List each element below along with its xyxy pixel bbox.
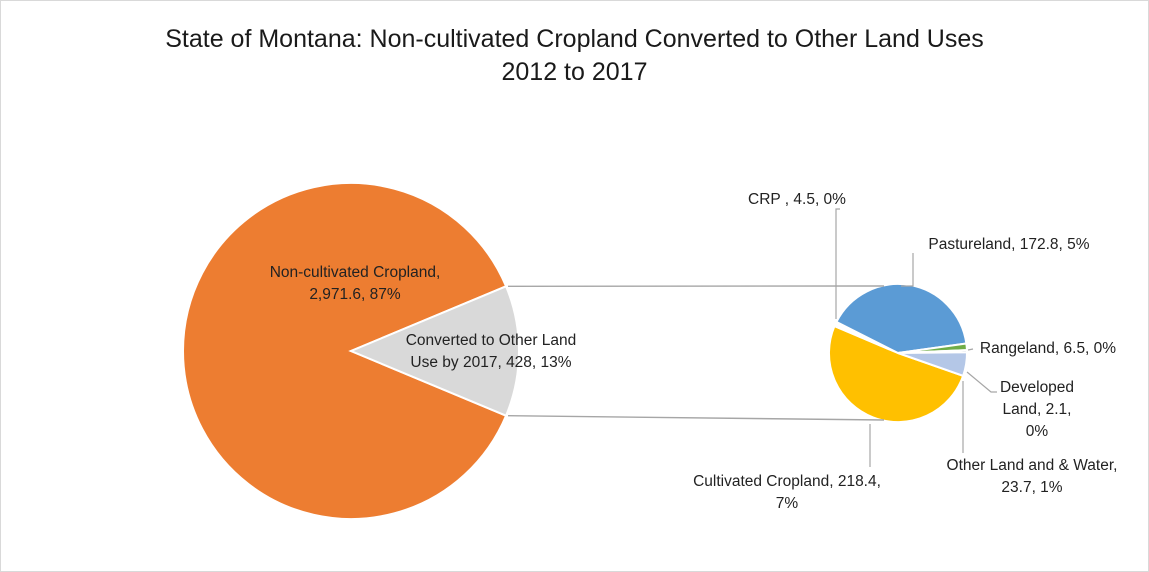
- slice-converted-to-other-land-use-by-2017: [348, 284, 520, 418]
- slice-cultivated-cropland: [827, 324, 965, 424]
- chart-title: State of Montana: Non-cultivated Croplan…: [1, 23, 1148, 89]
- chart-title-line1: State of Montana: Non-cultivated Croplan…: [165, 25, 984, 53]
- label-rangeland: Rangeland, 6.5, 0%: [980, 340, 1116, 357]
- chart-subtitle: 2012 to 2017: [501, 58, 648, 86]
- label-other-land-and-water: Other Land and & Water, 23.7, 1%: [947, 457, 1118, 496]
- slice-other-land-and-water: [897, 351, 969, 378]
- label-rangeland-line: Rangeland, 6.5, 0%: [980, 340, 1116, 357]
- label-cultivated-cropland-line: Cultivated Cropland, 218.4,: [693, 473, 881, 490]
- label-developed-land-line: 0%: [1026, 423, 1049, 440]
- slice-non-cultivated-cropland: [182, 182, 508, 520]
- label-other-land-and-water-line: 23.7, 1%: [1001, 479, 1062, 496]
- series-line-bottom: [508, 415, 885, 421]
- label-crp-line: CRP , 4.5, 0%: [748, 191, 846, 208]
- label-non-cultivated-cropland: Non-cultivated Cropland, 2,971.6, 87%: [270, 264, 441, 303]
- label-pastureland-line: Pastureland, 172.8, 5%: [928, 236, 1089, 253]
- leader-line-developed-land: [966, 371, 997, 393]
- label-cultivated-cropland-line: 7%: [776, 495, 799, 512]
- label-converted-to-other-land-use: Converted to Other Land Use by 2017, 428,…: [406, 332, 577, 371]
- label-non-cultivated-cropland-line: 2,971.6, 87%: [309, 286, 401, 303]
- label-cultivated-cropland: Cultivated Cropland, 218.4, 7%: [693, 473, 881, 512]
- label-developed-land-line: Developed: [1000, 379, 1074, 396]
- label-pastureland: Pastureland, 172.8, 5%: [928, 236, 1089, 253]
- label-developed-land: Developed Land, 2.1, 0%: [1000, 379, 1074, 440]
- leader-line-pastureland: [901, 253, 914, 287]
- label-crp: CRP , 4.5, 0%: [748, 191, 846, 208]
- leader-line-rangeland: [967, 348, 974, 351]
- label-developed-land-line: Land, 2.1,: [1003, 401, 1072, 418]
- label-converted-to-other-land-use-line: Converted to Other Land: [406, 332, 577, 349]
- label-non-cultivated-cropland-line: Non-cultivated Cropland,: [270, 264, 441, 281]
- leader-line-crp: [835, 208, 840, 319]
- label-converted-to-other-land-use-line: Use by 2017, 428, 13%: [410, 354, 571, 371]
- label-other-land-and-water-line: Other Land and & Water,: [947, 457, 1118, 474]
- slice-pastureland: [835, 283, 968, 355]
